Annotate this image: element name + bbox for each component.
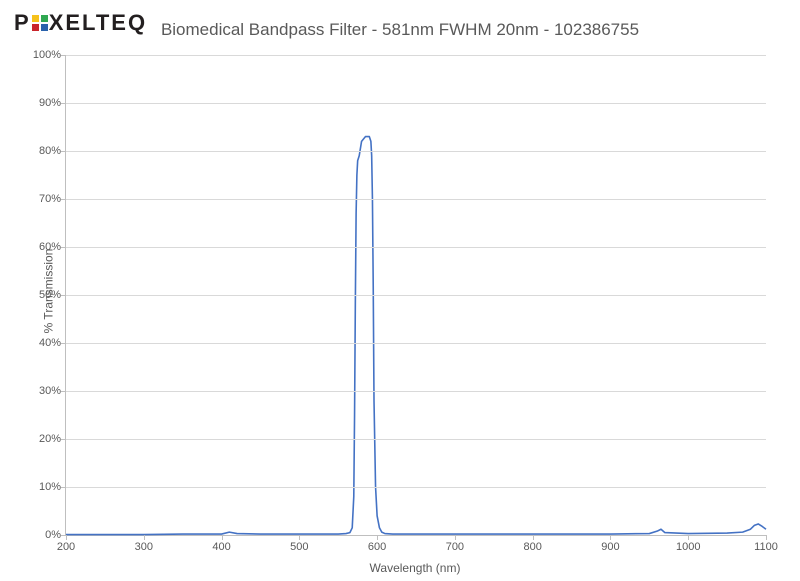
x-tick-mark [299,535,300,540]
x-axis-label: Wavelength (nm) [65,561,765,575]
gridline [66,487,766,488]
x-tick-mark [66,535,67,540]
x-tick-mark [610,535,611,540]
x-tick-mark [766,535,767,540]
x-tick-label: 1100 [754,541,778,553]
x-tick-mark [144,535,145,540]
y-tick-label: 90% [26,97,61,109]
x-tick-mark [222,535,223,540]
y-tick-mark [61,343,66,344]
gridline [66,55,766,56]
y-tick-label: 70% [26,193,61,205]
x-tick-label: 600 [368,541,386,553]
y-tick-mark [61,151,66,152]
gridline [66,151,766,152]
x-tick-label: 300 [135,541,153,553]
y-tick-label: 100% [26,49,61,61]
gridline [66,199,766,200]
y-tick-label: 0% [26,529,61,541]
gridline [66,439,766,440]
transmission-line [66,137,766,535]
y-tick-mark [61,103,66,104]
y-tick-mark [61,439,66,440]
x-tick-label: 900 [601,541,619,553]
y-tick-mark [61,295,66,296]
y-tick-mark [61,55,66,56]
gridline [66,103,766,104]
gridline [66,295,766,296]
y-tick-mark [61,487,66,488]
y-tick-label: 20% [26,433,61,445]
x-tick-label: 200 [57,541,75,553]
x-tick-mark [377,535,378,540]
y-tick-label: 40% [26,337,61,349]
x-tick-mark [455,535,456,540]
gridline [66,391,766,392]
x-tick-label: 1000 [676,541,700,553]
y-tick-mark [61,391,66,392]
y-tick-label: 30% [26,385,61,397]
x-tick-label: 400 [212,541,230,553]
x-tick-label: 500 [290,541,308,553]
y-tick-mark [61,199,66,200]
y-tick-mark [61,247,66,248]
y-tick-label: 10% [26,481,61,493]
plot-area: 0%10%20%30%40%50%60%70%80%90%100%2003004… [65,55,766,536]
y-tick-label: 80% [26,145,61,157]
chart-title: Biomedical Bandpass Filter - 581nm FWHM … [0,20,800,40]
y-tick-label: 60% [26,241,61,253]
gridline [66,247,766,248]
x-tick-label: 700 [446,541,464,553]
x-tick-label: 800 [523,541,541,553]
x-tick-mark [533,535,534,540]
gridline [66,343,766,344]
y-tick-label: 50% [26,289,61,301]
x-tick-mark [688,535,689,540]
